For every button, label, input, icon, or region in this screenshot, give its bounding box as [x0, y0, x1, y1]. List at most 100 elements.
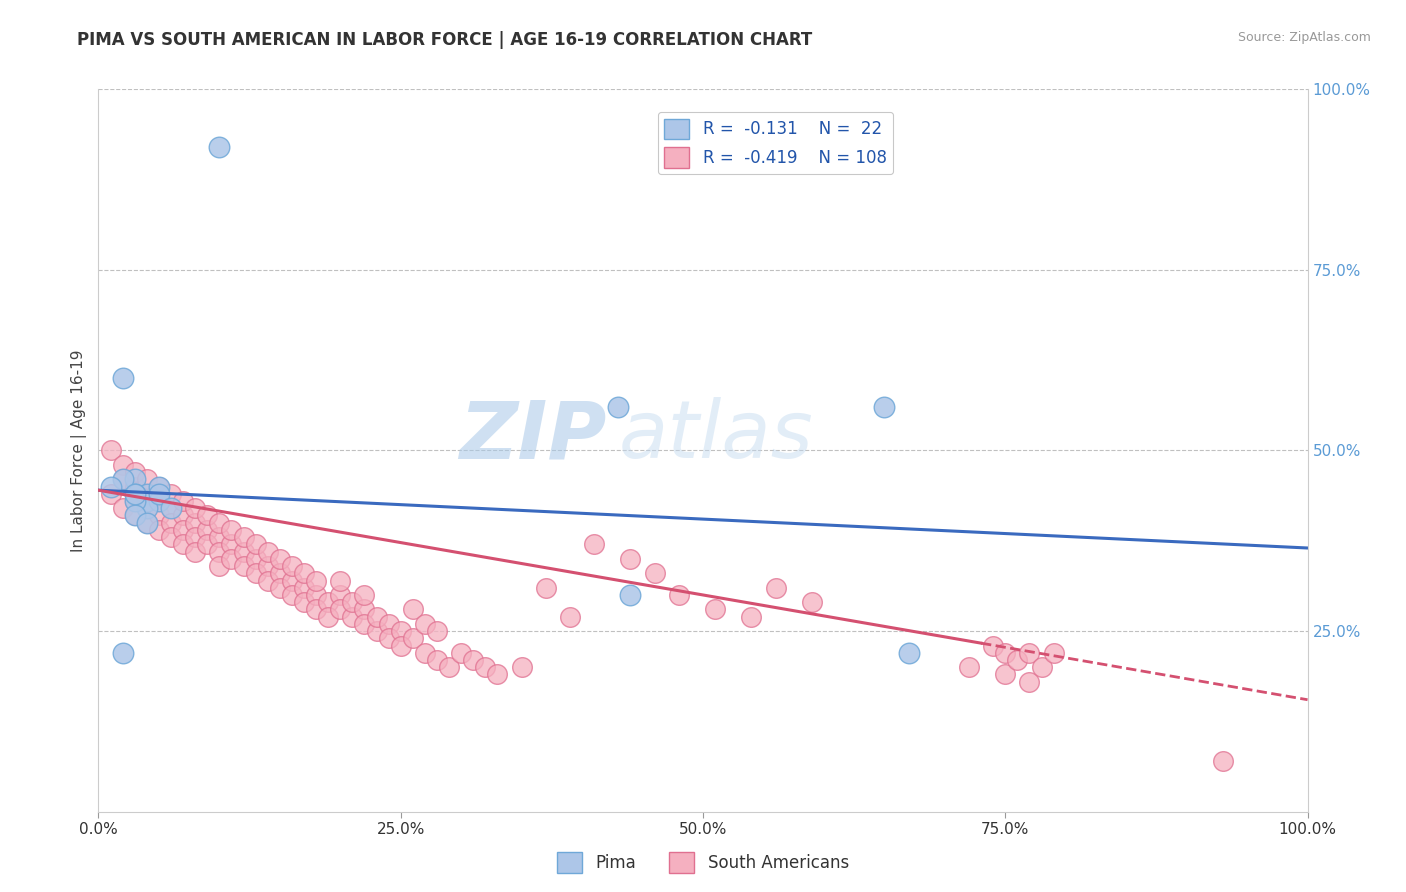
Point: [221, 537, 243, 551]
Point: [957, 660, 980, 674]
Point: [292, 566, 315, 581]
Point: [135, 516, 157, 530]
Point: [124, 508, 146, 523]
Point: [124, 465, 146, 479]
Point: [463, 653, 485, 667]
Point: [1042, 646, 1064, 660]
Point: [269, 566, 291, 581]
Point: [221, 551, 243, 566]
Point: [994, 646, 1017, 660]
Point: [160, 501, 183, 516]
Point: [269, 581, 291, 595]
Point: [740, 609, 762, 624]
Point: [135, 494, 157, 508]
Point: [184, 530, 207, 544]
Point: [426, 624, 449, 639]
Point: [184, 501, 207, 516]
Point: [135, 516, 157, 530]
Point: [245, 566, 267, 581]
Point: [389, 639, 412, 653]
Point: [245, 551, 267, 566]
Point: [208, 530, 231, 544]
Point: [619, 588, 641, 602]
Point: [172, 508, 194, 523]
Point: [148, 508, 170, 523]
Point: [1212, 754, 1234, 768]
Point: [668, 588, 690, 602]
Point: [135, 472, 157, 486]
Point: [437, 660, 460, 674]
Point: [366, 624, 388, 639]
Point: [342, 609, 364, 624]
Point: [413, 646, 436, 660]
Point: [195, 523, 218, 537]
Point: [135, 501, 157, 516]
Point: [800, 595, 823, 609]
Point: [160, 487, 183, 501]
Point: [1031, 660, 1053, 674]
Point: [353, 602, 375, 616]
Point: [124, 494, 146, 508]
Point: [269, 551, 291, 566]
Point: [426, 653, 449, 667]
Point: [160, 516, 183, 530]
Point: [402, 632, 425, 646]
Point: [353, 616, 375, 631]
Point: [607, 400, 630, 414]
Point: [377, 616, 399, 631]
Point: [100, 443, 122, 458]
Point: [329, 588, 352, 602]
Point: [172, 494, 194, 508]
Point: [111, 472, 134, 486]
Point: [135, 487, 157, 501]
Point: [256, 544, 278, 558]
Point: [305, 588, 328, 602]
Point: [135, 501, 157, 516]
Point: [221, 523, 243, 537]
Point: [644, 566, 666, 581]
Point: [208, 516, 231, 530]
Point: [292, 595, 315, 609]
Point: [148, 487, 170, 501]
Point: [148, 494, 170, 508]
Point: [558, 609, 581, 624]
Point: [100, 480, 122, 494]
Point: [377, 632, 399, 646]
Point: [172, 523, 194, 537]
Text: atlas: atlas: [619, 397, 813, 475]
Point: [413, 616, 436, 631]
Point: [111, 501, 134, 516]
Point: [281, 574, 304, 588]
Point: [1018, 674, 1040, 689]
Legend: Pima, South Americans: Pima, South Americans: [550, 846, 856, 880]
Point: [510, 660, 533, 674]
Point: [195, 537, 218, 551]
Point: [148, 480, 170, 494]
Point: [111, 458, 134, 472]
Point: [897, 646, 920, 660]
Point: [305, 602, 328, 616]
Point: [583, 537, 606, 551]
Point: [111, 646, 134, 660]
Point: [124, 472, 146, 486]
Point: [124, 480, 146, 494]
Point: [184, 544, 207, 558]
Point: [486, 667, 509, 681]
Point: [329, 574, 352, 588]
Point: [160, 530, 183, 544]
Point: [148, 480, 170, 494]
Point: [1018, 646, 1040, 660]
Point: [281, 588, 304, 602]
Point: [316, 595, 339, 609]
Point: [232, 544, 254, 558]
Point: [765, 581, 787, 595]
Point: [450, 646, 472, 660]
Point: [353, 588, 375, 602]
Point: [981, 639, 1004, 653]
Point: [342, 595, 364, 609]
Point: [256, 574, 278, 588]
Point: [305, 574, 328, 588]
Point: [474, 660, 496, 674]
Point: [148, 523, 170, 537]
Point: [873, 400, 896, 414]
